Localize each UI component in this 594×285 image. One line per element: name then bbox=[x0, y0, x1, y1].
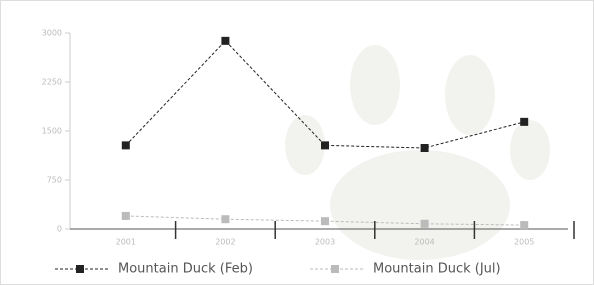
legend-marker bbox=[331, 265, 339, 273]
point bbox=[321, 217, 329, 225]
y-tick-label: 750 bbox=[47, 176, 62, 185]
y-tick-label: 3000 bbox=[42, 29, 62, 38]
y-tick-label: 0 bbox=[57, 225, 62, 234]
x-tick-label: 2001 bbox=[116, 238, 136, 247]
legend-label: Mountain Duck (Feb) bbox=[118, 262, 253, 277]
x-tick-label: 2003 bbox=[315, 238, 335, 247]
point bbox=[520, 118, 528, 126]
chart: Mountain Duck (Feb) Mountain Duck (Jul) 0… bbox=[0, 0, 594, 285]
x-tick-label: 2005 bbox=[514, 238, 534, 247]
point bbox=[421, 220, 429, 228]
y-tick-label: 1500 bbox=[42, 127, 62, 136]
x-tick-label: 2002 bbox=[215, 238, 235, 247]
page: {"chart_data": {"type": "line", "categor… bbox=[0, 0, 594, 285]
x-tick-label: 2004 bbox=[414, 238, 434, 247]
legend-marker bbox=[76, 265, 84, 273]
y-tick-label: 2250 bbox=[42, 78, 62, 87]
legend-label: Mountain Duck (Jul) bbox=[373, 262, 501, 277]
point bbox=[122, 141, 130, 149]
point bbox=[221, 37, 229, 45]
point bbox=[122, 212, 130, 220]
point bbox=[221, 215, 229, 223]
point bbox=[421, 144, 429, 152]
point bbox=[520, 221, 528, 229]
point bbox=[321, 141, 329, 149]
